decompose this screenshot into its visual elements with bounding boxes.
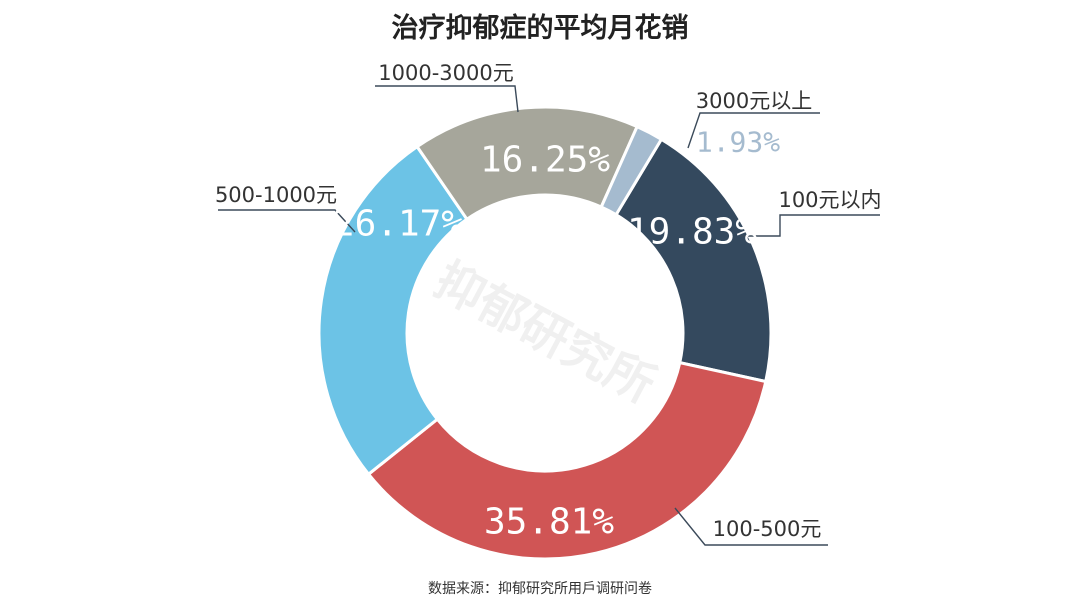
donut-slice: [317, 144, 470, 477]
donut-slice: [366, 360, 768, 561]
chart-title: 治疗抑郁症的平均月花销: [391, 13, 689, 44]
donut-slice: [599, 124, 664, 217]
value-label: 19.83%: [627, 212, 757, 253]
leader-line: [218, 209, 356, 233]
leader-line: [687, 112, 820, 149]
category-label: 100-500元: [713, 517, 822, 541]
value-label: 16.25%: [480, 140, 610, 181]
leader-line: [375, 85, 519, 113]
category-label: 100元以内: [778, 188, 881, 212]
value-label: 1.93%: [696, 126, 780, 159]
donut-slice: [614, 137, 773, 384]
watermark-text: 抑郁研究所: [426, 252, 664, 414]
category-label: 1000-3000元: [378, 61, 513, 85]
leader-line: [740, 214, 880, 237]
source-note: 数据来源：抑郁研究所用戶调研问卷: [428, 581, 652, 597]
value-label: 35.81%: [484, 502, 614, 543]
value-label: 26.17%: [333, 204, 463, 245]
category-label: 500-1000元: [215, 183, 337, 207]
leader-line: [674, 507, 828, 546]
category-label: 3000元以上: [696, 89, 812, 113]
